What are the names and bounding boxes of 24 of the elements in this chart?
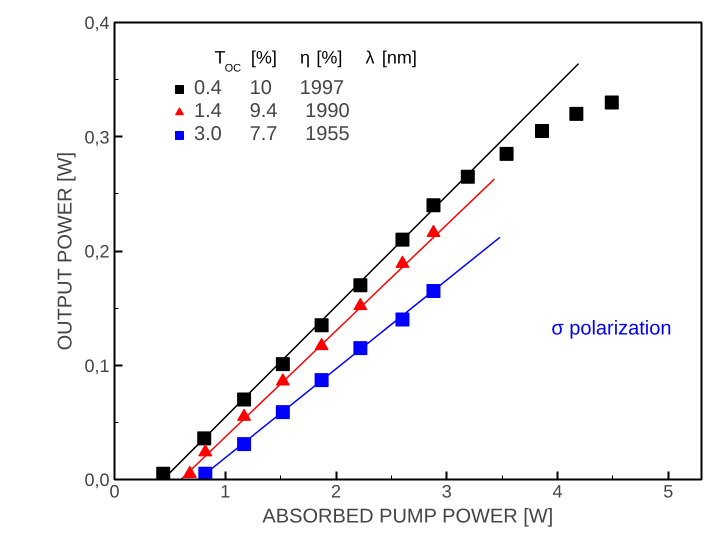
- x-tick-label: 3: [442, 482, 452, 502]
- x-axis-title: ABSORBED PUMP POWER [W]: [262, 506, 554, 528]
- point: [535, 124, 550, 138]
- legend-label: 1.4 9.4 1990: [194, 100, 350, 123]
- x-tick-label: 2: [331, 482, 342, 502]
- y-axis-title: OUTPUT POWER [W]: [54, 152, 76, 350]
- x-tick-label: 0: [109, 482, 120, 502]
- y-tick-label: 0,2: [84, 242, 110, 262]
- x-tick-label: 1: [220, 482, 230, 502]
- legend-label: 3.0 7.7 1955: [194, 123, 350, 146]
- y-tick-label: 0,1: [84, 356, 110, 376]
- point: [604, 95, 619, 110]
- point: [198, 444, 212, 456]
- point: [314, 318, 329, 332]
- point: [500, 146, 514, 161]
- y-tick-label: 0,0: [84, 470, 110, 490]
- point: [569, 106, 584, 121]
- point: [353, 278, 368, 292]
- annotation: σ polarization: [551, 318, 672, 340]
- y-tick-label: 0,3: [84, 127, 110, 148]
- x-tick-label: 5: [663, 482, 674, 502]
- x-tick-label: 4: [552, 482, 563, 502]
- legend-label: 0.4 10 1997: [194, 77, 344, 100]
- y-tick-label: 0,4: [84, 13, 110, 33]
